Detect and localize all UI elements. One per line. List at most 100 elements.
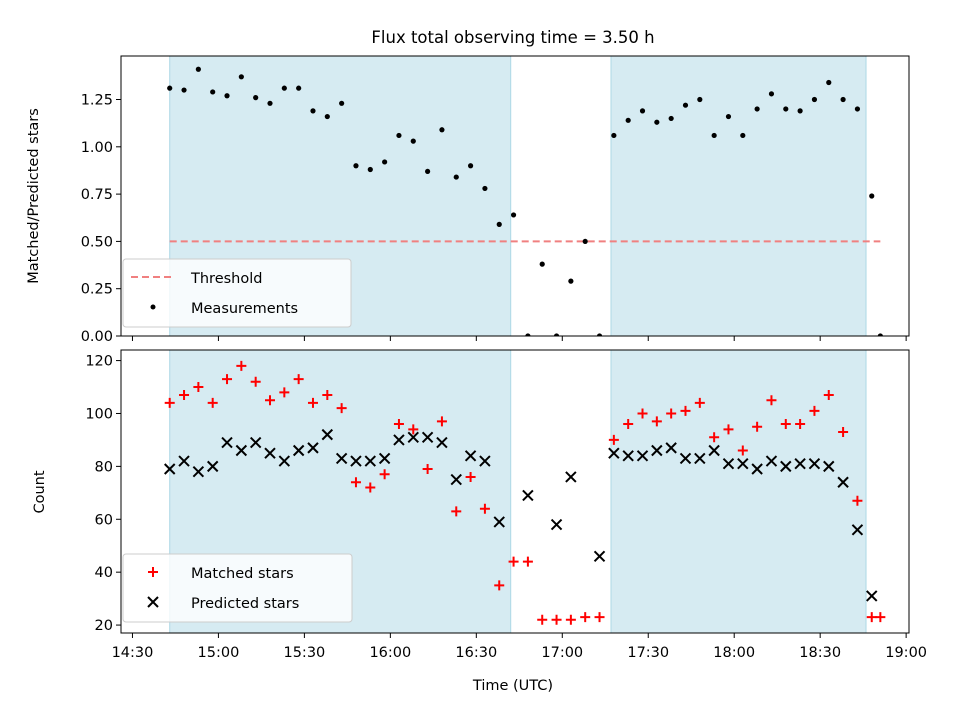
predicted-star-point: [321, 428, 334, 441]
measurement-point: [525, 333, 531, 336]
top-legend-box: [122, 258, 352, 328]
measurement-point: [281, 85, 287, 91]
matched-star-point: [365, 482, 376, 493]
chart-title: Flux total observing time = 3.50 h: [371, 28, 654, 47]
matched-star-point: [250, 376, 261, 387]
measurement-point: [596, 333, 603, 336]
matched-star-point: [307, 397, 318, 408]
predicted-star-point: [450, 473, 462, 486]
matched-star-point: [393, 419, 404, 430]
measurement-point: [754, 106, 760, 112]
matched-star-point: [207, 397, 218, 408]
top-ytick-label: 0.25: [81, 282, 113, 298]
predicted-star-point: [235, 444, 248, 457]
measurement-point: [367, 166, 373, 173]
top-ytick-label: 0.50: [81, 234, 113, 250]
predicted-star-point: [249, 436, 262, 449]
predicted-star-point: [164, 463, 176, 475]
x-axis-label: Time (UTC): [472, 678, 553, 694]
top-panel-ratio: 0.00 0.25 0.50 0.75 1.00 1.25 Matched/Predict…: [26, 55, 910, 345]
predicted-star-point: [808, 458, 821, 470]
measurement-point: [877, 333, 883, 336]
measurement-point: [582, 238, 588, 245]
measurement-point: [210, 89, 216, 95]
measurement-point: [181, 87, 187, 93]
bottom-y-axis-label: Count: [32, 470, 48, 513]
xtick-label: 18:00: [713, 645, 755, 661]
matched-star-point: [752, 421, 763, 432]
matched-star-point: [408, 424, 419, 435]
predicted-star-point: [278, 455, 291, 467]
top-data-layer: [167, 66, 883, 336]
predicted-star-point: [780, 460, 792, 473]
bottom-legend: Matched stars Predicted stars: [122, 553, 353, 623]
predicted-star-point: [335, 452, 348, 465]
matched-star-point: [623, 419, 634, 430]
bottom-shade-window-2: [610, 350, 867, 633]
predicted-star-point: [192, 465, 205, 478]
measurement-point: [482, 185, 488, 192]
matched-star-point: [651, 416, 662, 427]
bottom-ytick-label: 40: [95, 565, 113, 581]
matched-star-point: [809, 405, 820, 416]
matched-star-point: [508, 556, 519, 567]
threshold-legend-label: Threshold: [190, 271, 262, 287]
matched-star-point: [451, 506, 462, 517]
predicted-legend-swatch: [147, 596, 159, 608]
predicted-star-point: [206, 460, 219, 473]
xtick-label: 17:30: [627, 645, 669, 661]
measurement-point: [625, 117, 631, 123]
predicted-star-point: [608, 447, 620, 459]
measurement-point: [453, 174, 459, 180]
matched-star-point: [236, 360, 247, 371]
matched-star-point: [852, 495, 863, 506]
predicted-star-point: [837, 476, 849, 488]
matched-star-point: [436, 416, 447, 427]
predicted-star-point: [866, 590, 878, 602]
predicted-star-point: [679, 452, 692, 465]
matched-star-point: [293, 374, 304, 385]
matched-star-point: [494, 580, 505, 591]
predicted-star-point: [565, 471, 577, 483]
measurements-legend-label: Measurements: [191, 301, 298, 317]
predicted-star-point: [665, 442, 677, 454]
measurement-point: [539, 261, 545, 267]
xtick-label: 16:30: [455, 645, 497, 661]
matched-star-point: [795, 419, 806, 430]
predicted-star-point: [421, 431, 434, 443]
measurement-point: [382, 159, 388, 165]
matched-star-point: [680, 405, 691, 416]
matched-star-point: [322, 389, 333, 400]
xtick-label: 15:30: [283, 645, 325, 661]
measurement-point: [783, 106, 789, 112]
matched-star-point: [666, 408, 677, 419]
matched-star-point: [737, 445, 748, 456]
predicted-star-point: [622, 450, 634, 462]
measurement-point: [711, 132, 717, 139]
measurement-point: [869, 193, 875, 199]
measurement-point: [339, 100, 345, 106]
matched-star-point: [164, 397, 175, 408]
bottom-y-axis-ticks: 20 40 60 80 100 120: [85, 354, 121, 634]
matched-star-point: [379, 469, 390, 480]
matched-star-point: [193, 382, 204, 393]
matched-star-point: [838, 426, 849, 437]
measurement-point: [725, 113, 732, 120]
matched-star-point: [723, 424, 734, 435]
predicted-star-point: [651, 444, 663, 457]
measurement-point: [267, 100, 273, 106]
predicted-star-point: [722, 458, 735, 470]
predicted-star-point: [393, 434, 405, 446]
bottom-axes-frame: [120, 349, 910, 634]
matched-star-point: [551, 614, 562, 625]
predicted-star-point: [737, 458, 749, 470]
bottom-ytick-label: 60: [95, 512, 113, 528]
matched-star-point: [522, 556, 533, 567]
matched-star-point: [179, 389, 190, 400]
matched-star-point: [780, 419, 791, 430]
matched-star-point: [580, 612, 591, 623]
matched-legend-swatch: [148, 567, 158, 577]
top-ytick-label: 1.25: [81, 93, 113, 109]
predicted-star-point: [636, 450, 649, 462]
